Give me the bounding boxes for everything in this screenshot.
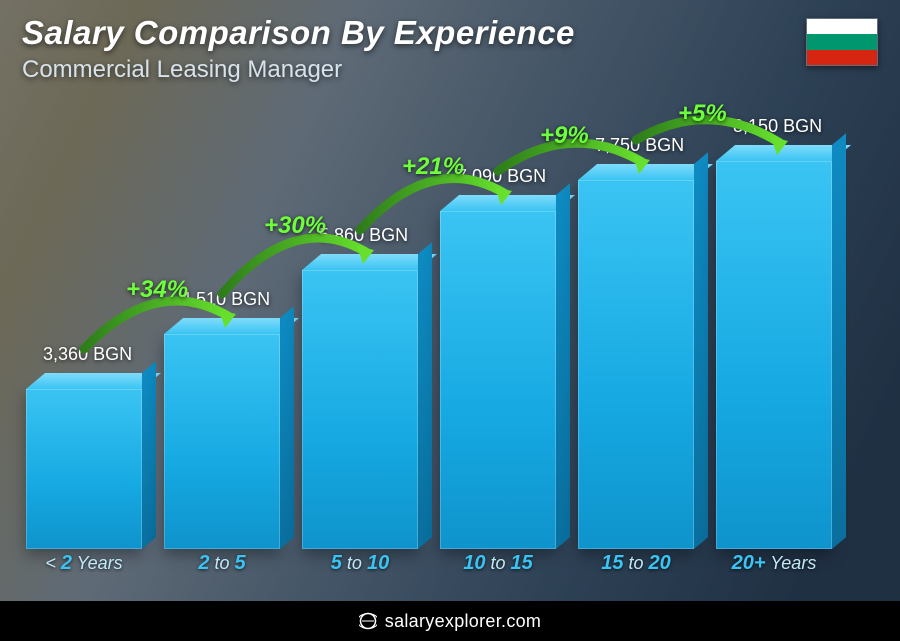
brand-text: salaryexplorer.com <box>385 611 541 632</box>
increase-arrow-icon <box>26 120 900 575</box>
flag-stripe-bot <box>807 50 877 65</box>
infographic-stage: Salary Comparison By Experience Commerci… <box>0 0 900 641</box>
footer-bar: salaryexplorer.com <box>0 601 900 641</box>
delta-label: +5% <box>678 100 727 128</box>
country-flag <box>806 18 878 66</box>
bar-chart: 3,360 BGN< 2 Years4,510 BGN2 to 55,860 B… <box>26 120 856 575</box>
title-block: Salary Comparison By Experience Commerci… <box>22 14 575 84</box>
bars-container: 3,360 BGN< 2 Years4,510 BGN2 to 55,860 B… <box>26 120 856 575</box>
flag-stripe-mid <box>807 34 877 49</box>
flag-stripe-top <box>807 19 877 34</box>
chart-subtitle: Commercial Leasing Manager <box>22 56 575 84</box>
brand-logo-icon <box>359 612 377 630</box>
chart-title: Salary Comparison By Experience <box>22 14 575 52</box>
